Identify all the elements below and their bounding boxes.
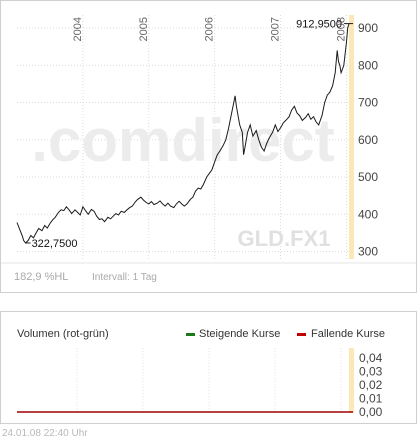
y-tick-label: 300 — [358, 245, 378, 259]
volume-y-tick-label: 0,04 — [359, 351, 383, 365]
legend-label-falling: Fallende Kurse — [311, 328, 385, 340]
price-grid — [17, 15, 353, 259]
x-tick-label: 2004 — [72, 17, 84, 41]
x-tick-label: 2006 — [204, 17, 216, 41]
volume-y-tick-label: 0,03 — [359, 365, 383, 379]
volume-chart: Volumen (rot-grün) Steigende Kurse Falle… — [17, 328, 385, 419]
y-tick-label: 700 — [358, 96, 378, 110]
volume-grid — [76, 348, 342, 412]
price-chart-panel: .comdirect GLD.FX1 2004 2005 2006 2007 2008 … — [0, 0, 417, 293]
y-tick-label: 400 — [358, 207, 378, 221]
volume-current-period-highlight — [349, 348, 354, 413]
volume-chart-panel: Volumen (rot-grün) Steigende Kurse Falle… — [0, 311, 417, 424]
legend-swatch-falling — [297, 333, 306, 336]
y-tick-labels: 300 400 500 600 700 800 900 — [358, 21, 378, 259]
y-tick-label: 600 — [358, 133, 378, 147]
volume-y-tick-labels: 0,040,030,020,010,00 — [359, 351, 383, 419]
volume-y-tick-label: 0,02 — [359, 378, 383, 392]
legend-label-rising: Steigende Kurse — [199, 328, 280, 340]
interval-label: Intervall: 1 Tag — [92, 272, 157, 283]
symbol-label: GLD.FX1 — [238, 226, 331, 251]
performance-label: 182,9 %HL — [14, 271, 68, 283]
y-tick-label: 800 — [358, 58, 378, 72]
price-chart: .comdirect GLD.FX1 2004 2005 2006 2007 2008 … — [1, 15, 416, 283]
low-label: 322,7500 — [32, 238, 78, 250]
x-tick-label: 2005 — [138, 17, 150, 41]
y-tick-label: 500 — [358, 170, 378, 184]
watermark: .comdirect — [31, 107, 334, 174]
volume-y-tick-label: 0,00 — [359, 405, 383, 419]
volume-title: Volumen (rot-grün) — [17, 328, 109, 340]
footer-timestamp: 24.01.08 22:40 Uhr — [2, 428, 88, 439]
high-label: 912,9500 — [296, 19, 342, 31]
price-line — [16, 23, 350, 244]
x-tick-labels: 2004 2005 2006 2007 2008 — [72, 17, 348, 41]
x-tick-label: 2007 — [270, 17, 282, 41]
legend-swatch-rising — [186, 333, 195, 336]
y-tick-label: 900 — [358, 21, 378, 35]
volume-y-tick-label: 0,01 — [359, 392, 383, 406]
current-period-highlight — [349, 15, 354, 259]
